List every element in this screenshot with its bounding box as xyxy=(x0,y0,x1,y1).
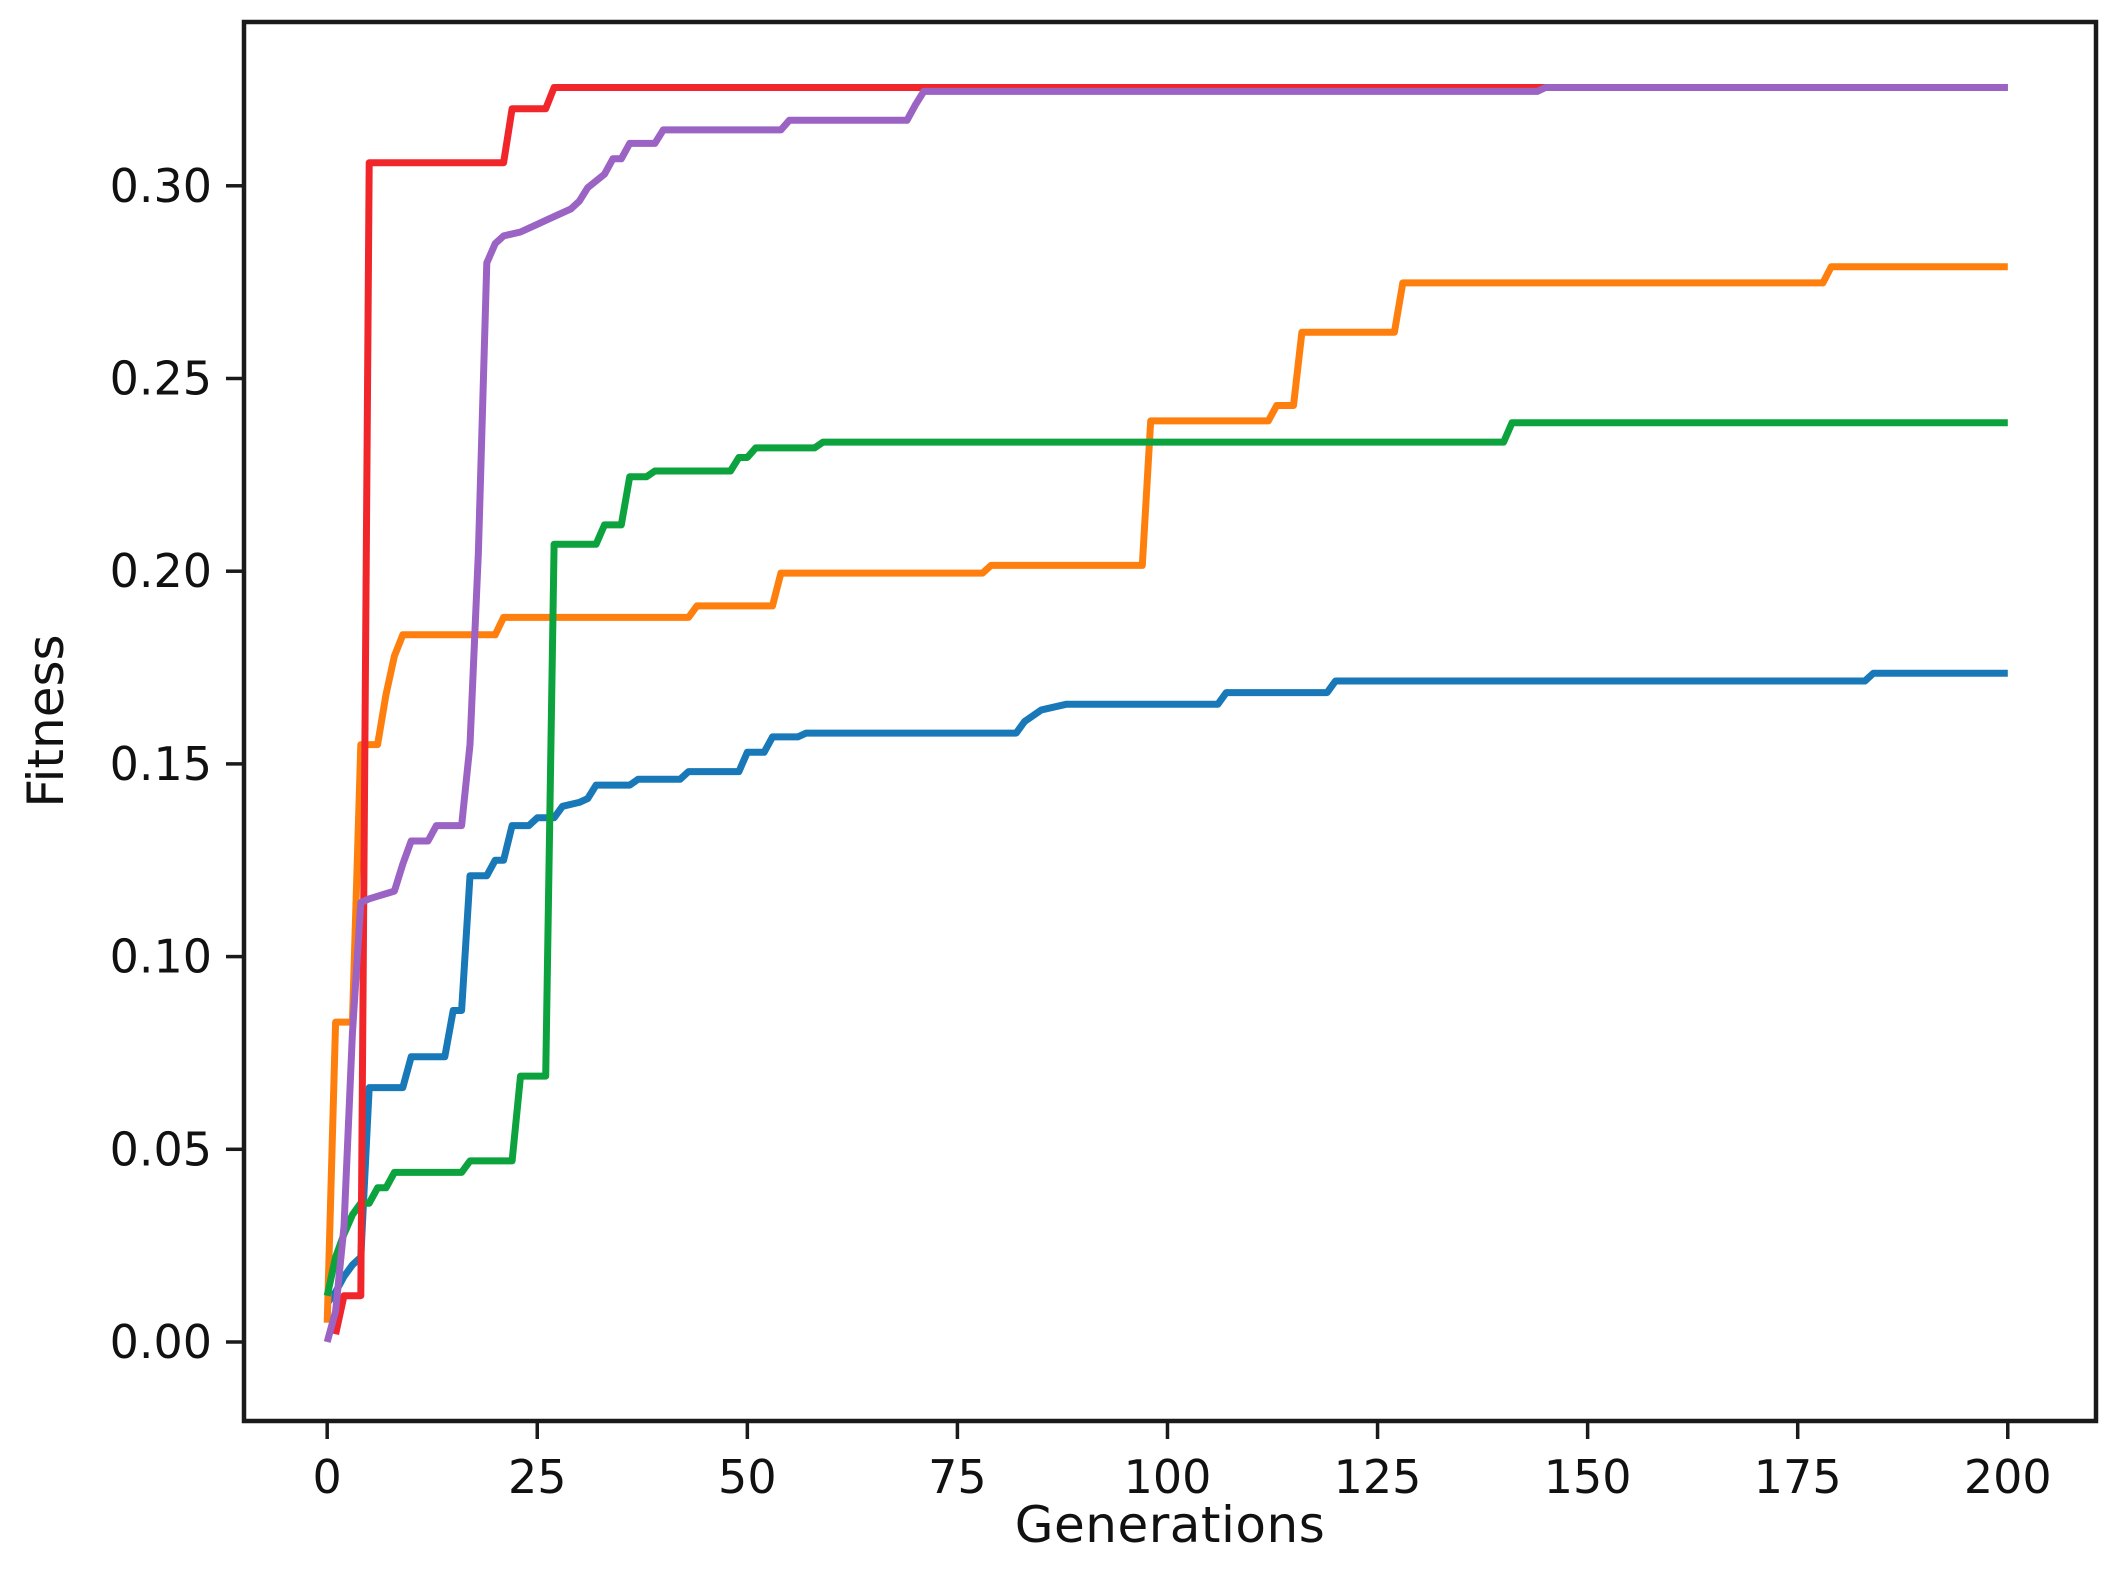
series-line-run-red xyxy=(332,84,2008,1336)
x-tick-label: 25 xyxy=(508,1450,567,1504)
y-tick-label: 0.05 xyxy=(110,1122,212,1176)
x-axis-label: Generations xyxy=(1014,1496,1326,1554)
x-tick-label: 75 xyxy=(928,1450,987,1504)
x-tick-label: 0 xyxy=(313,1450,342,1504)
series-line-run-blue xyxy=(324,669,2008,1306)
y-tick-label: 0.15 xyxy=(110,737,212,791)
series-line-run-purple xyxy=(323,84,2008,1343)
y-tick-label: 0.20 xyxy=(110,544,212,598)
y-tick-label: 0.25 xyxy=(110,351,212,405)
x-tick-label: 100 xyxy=(1124,1450,1212,1504)
plot-border xyxy=(241,19,2099,1424)
series-line-run-orange xyxy=(323,263,2008,1323)
x-tick-label: 125 xyxy=(1334,1450,1422,1504)
x-tick-label: 175 xyxy=(1754,1450,1842,1504)
x-tick-label: 50 xyxy=(718,1450,777,1504)
y-tick-label: 0.30 xyxy=(110,159,212,213)
x-tick-label: 150 xyxy=(1544,1450,1632,1504)
x-tick-label: 200 xyxy=(1964,1450,2052,1504)
y-axis-label: Fitness xyxy=(17,634,75,808)
y-tick-label: 0.00 xyxy=(110,1315,212,1369)
series-line-run-green xyxy=(323,419,2008,1297)
y-tick-label: 0.10 xyxy=(110,930,212,984)
